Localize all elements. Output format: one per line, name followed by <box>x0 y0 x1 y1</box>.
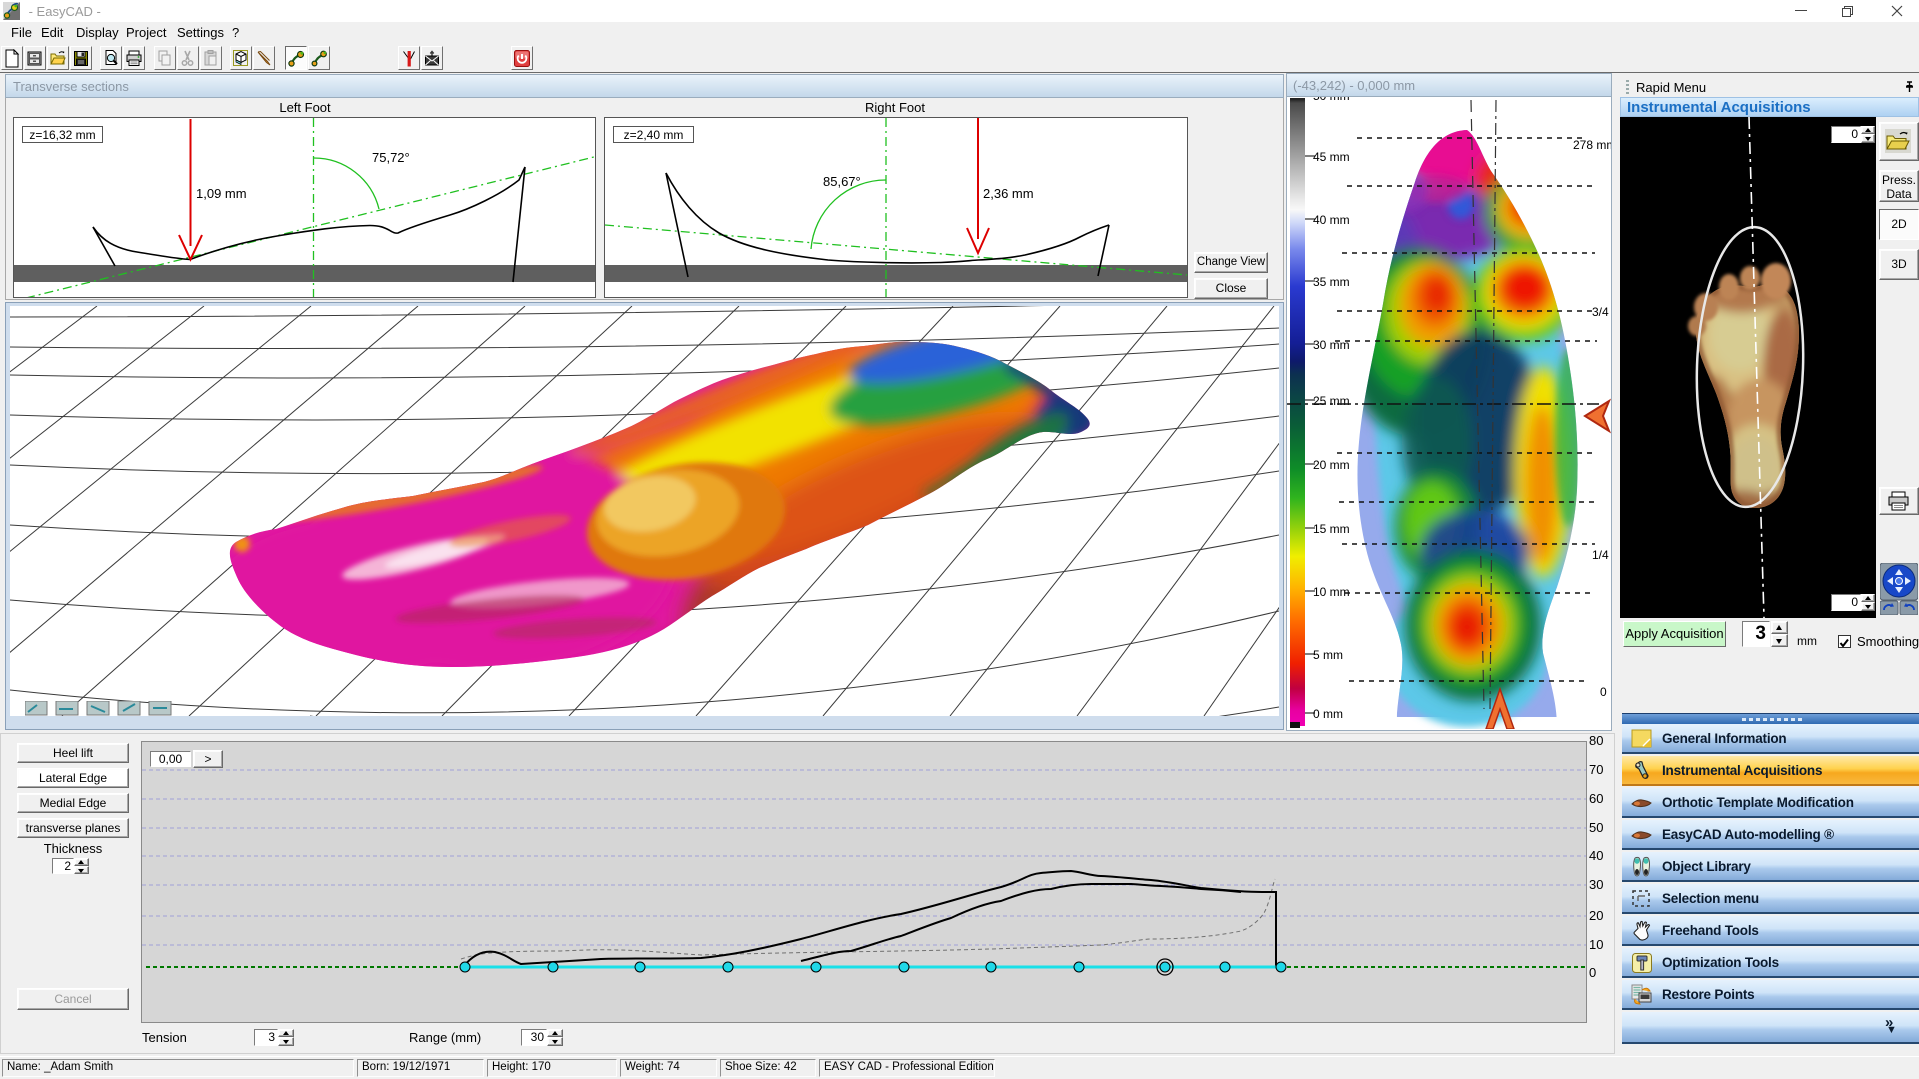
svg-text:85,67°: 85,67° <box>823 174 861 189</box>
svg-text:25 mm: 25 mm <box>1313 394 1350 408</box>
svg-text:3/4: 3/4 <box>1592 305 1609 319</box>
svg-text:0 mm: 0 mm <box>1313 707 1343 721</box>
svg-text:10 mm: 10 mm <box>1313 585 1350 599</box>
svg-text:50 mm: 50 mm <box>1313 97 1350 103</box>
svg-text:1,09 mm: 1,09 mm <box>196 186 247 201</box>
svg-text:1/4: 1/4 <box>1592 548 1609 562</box>
svg-text:20 mm: 20 mm <box>1313 458 1350 472</box>
svg-text:45 mm: 45 mm <box>1313 150 1350 164</box>
svg-text:5 mm: 5 mm <box>1313 648 1343 662</box>
svg-text:30 mm: 30 mm <box>1313 338 1350 352</box>
svg-text:35 mm: 35 mm <box>1313 275 1350 289</box>
svg-text:0: 0 <box>1600 685 1607 699</box>
svg-text:40 mm: 40 mm <box>1313 213 1350 227</box>
svg-text:278 mm: 278 mm <box>1573 138 1611 152</box>
svg-text:15 mm: 15 mm <box>1313 522 1350 536</box>
svg-text:2,36 mm: 2,36 mm <box>983 186 1034 201</box>
svg-text:75,72°: 75,72° <box>372 150 410 165</box>
